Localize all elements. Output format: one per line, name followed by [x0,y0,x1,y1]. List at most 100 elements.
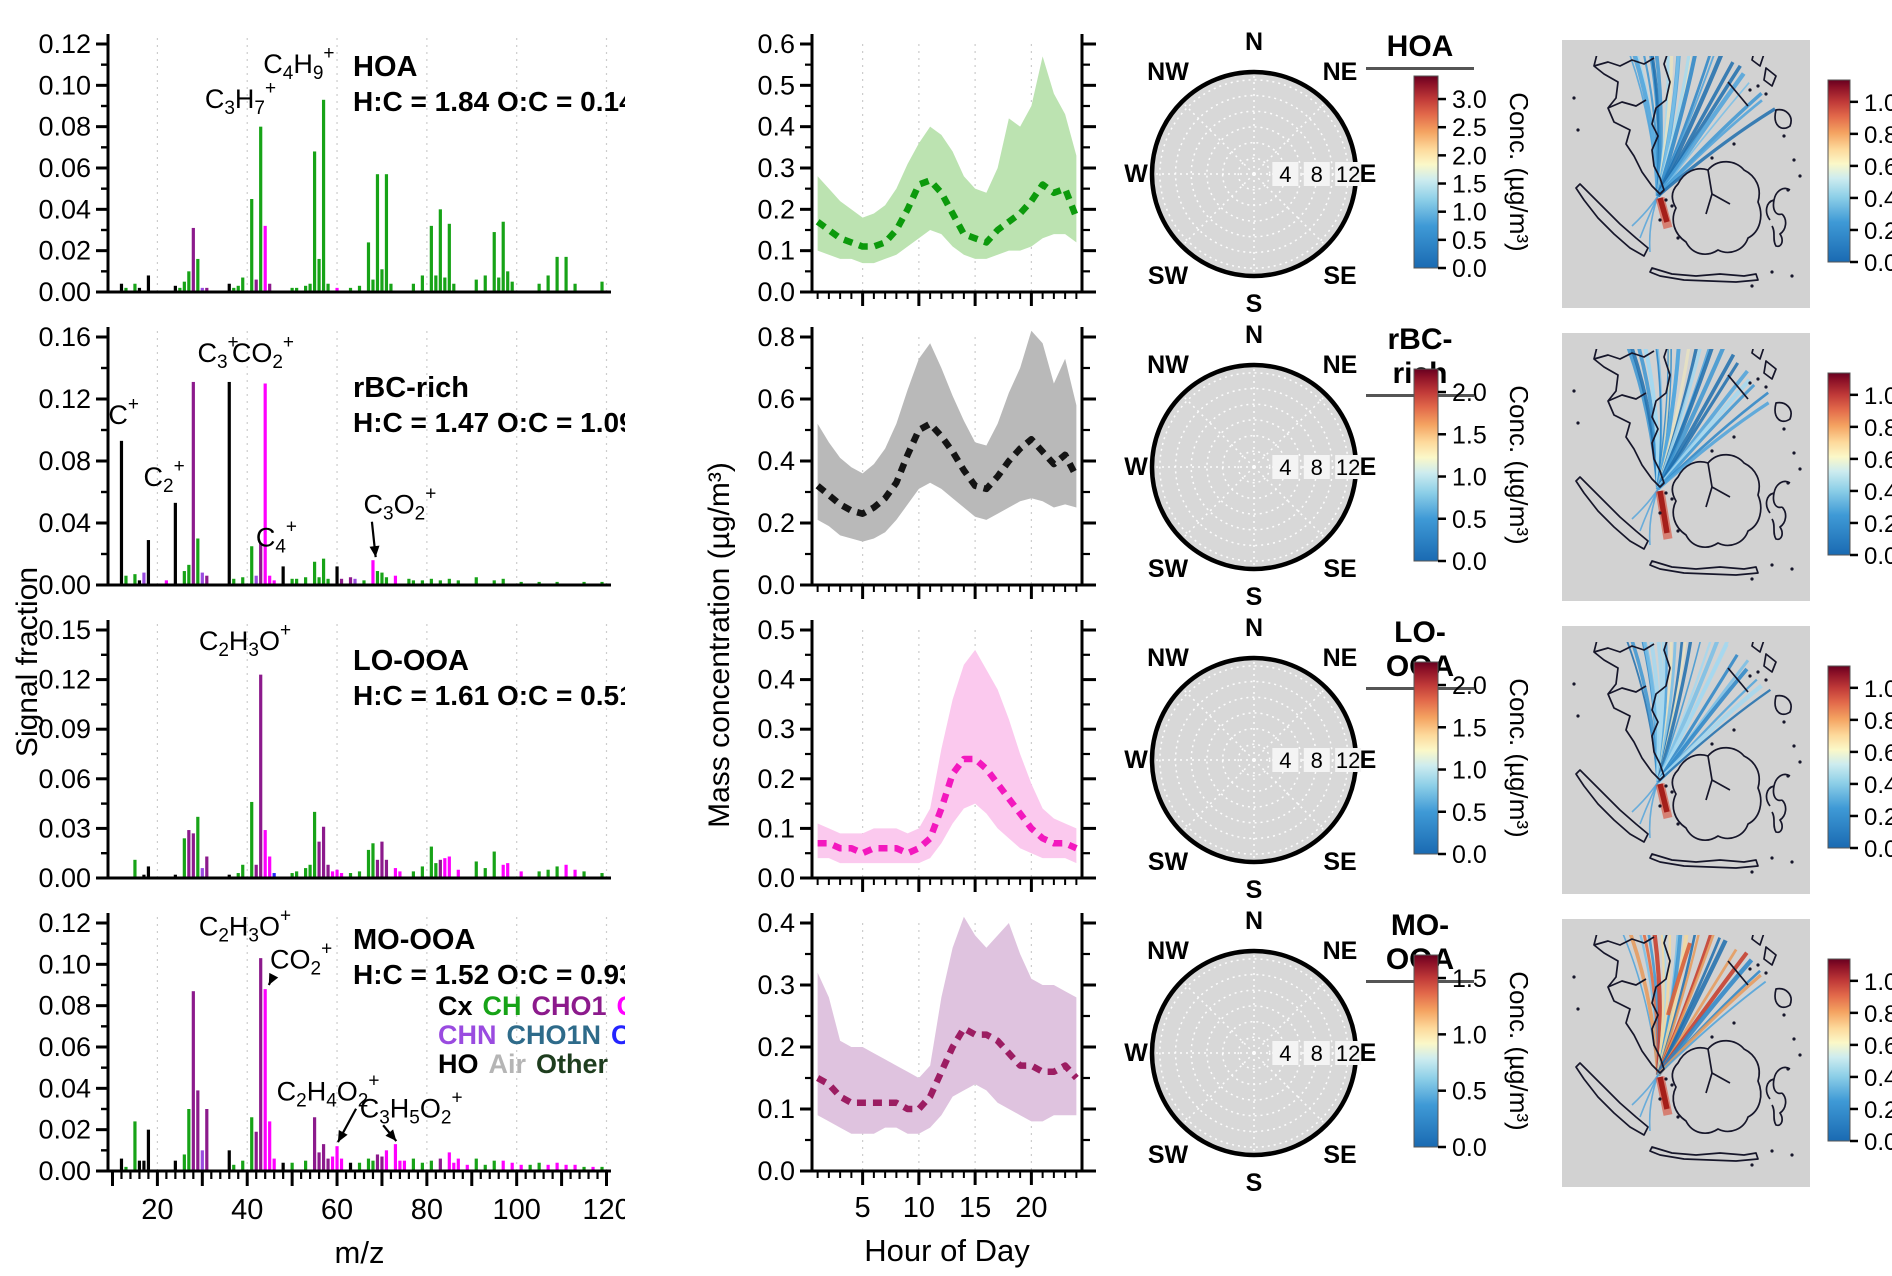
svg-text:S: S [1246,1169,1263,1197]
svg-text:8: 8 [1311,1041,1323,1066]
svg-text:H:C = 1.84 O:C = 0.14: H:C = 1.84 O:C = 0.14 [353,86,625,117]
svg-text:0.8: 0.8 [1864,708,1892,735]
svg-text:0.6: 0.6 [1864,154,1892,181]
svg-text:1.0: 1.0 [1452,199,1487,227]
svg-text:C3+: C3+ [197,332,238,373]
svg-text:20: 20 [1015,1192,1047,1224]
svg-text:SE: SE [1323,848,1356,876]
svg-text:LO-OOA: LO-OOA [353,645,469,677]
svg-text:0.6: 0.6 [1864,447,1892,474]
svg-text:4: 4 [1279,455,1291,480]
svg-text:0.0: 0.0 [757,277,795,307]
svg-text:120: 120 [582,1194,625,1226]
svg-text:12: 12 [1336,748,1360,773]
svg-text:12: 12 [1336,455,1360,480]
svg-text:Conc. (µg/m³): Conc. (µg/m³) [1504,385,1528,544]
svg-text:C2H3O+: C2H3O+ [199,905,291,946]
svg-text:0.2: 0.2 [1864,218,1892,245]
svg-text:C2H4O2+: C2H4O2+ [277,1071,380,1112]
mo-ooa-polar-colorbar: 1.5 1.0 0.5 0.0 Conc. (µg/m³) [1413,954,1528,1162]
svg-text:HOA: HOA [353,51,418,83]
svg-text:NE: NE [1323,58,1358,86]
hoa-diurnal-plot: 0.0 0.1 0.2 0.3 0.4 0.5 0.6 [757,29,1096,307]
svg-text:0.0: 0.0 [1452,1134,1487,1162]
hoa-polar-plot: 4 8 12 N NE E SE S SW W NW [1124,28,1377,318]
svg-text:0.5: 0.5 [1452,227,1487,255]
svg-text:0.0: 0.0 [1864,836,1892,863]
svg-text:0.5: 0.5 [1452,799,1487,827]
svg-text:0.12: 0.12 [38,29,91,59]
svg-text:0.2: 0.2 [757,194,795,224]
svg-text:W: W [1124,746,1148,774]
svg-text:0.4: 0.4 [1864,479,1892,506]
svg-text:0.8: 0.8 [1864,122,1892,149]
svg-text:0.00: 0.00 [38,1156,91,1186]
mo-ooa-map-colorbar: 1.0 0.8 0.6 0.4 0.2 0.0 [1827,958,1892,1156]
svg-text:1.5: 1.5 [1452,714,1487,742]
svg-text:NE: NE [1323,351,1358,379]
svg-text:2.0: 2.0 [1452,142,1487,170]
svg-text:C3H5O2+: C3H5O2+ [360,1087,463,1128]
svg-text:1.0: 1.0 [1452,464,1487,492]
svg-text:2.0: 2.0 [1452,379,1487,407]
svg-text:0.00: 0.00 [38,863,91,893]
svg-text:0.4: 0.4 [1864,1065,1892,1092]
svg-text:0.0: 0.0 [1864,1129,1892,1156]
svg-text:4: 4 [1279,748,1291,773]
svg-text:0.2: 0.2 [757,1032,795,1062]
svg-text:SE: SE [1323,262,1356,290]
svg-text:0.12: 0.12 [38,384,91,414]
svg-text:0.15: 0.15 [38,615,91,645]
svg-text:N: N [1245,28,1263,56]
svg-text:0.8: 0.8 [1864,1001,1892,1028]
svg-text:E: E [1360,160,1377,188]
svg-text:0.12: 0.12 [38,665,91,695]
hoa-trajectory-map [1562,40,1810,308]
svg-text:SW: SW [1148,555,1189,583]
svg-text:4: 4 [1279,162,1291,187]
mo-ooa-trajectory-map [1562,919,1810,1187]
svg-text:8: 8 [1311,455,1323,480]
svg-text:12: 12 [1336,1041,1360,1066]
svg-text:100: 100 [492,1194,540,1226]
svg-text:C4+: C4+ [256,516,297,557]
svg-text:0.8: 0.8 [757,322,795,352]
svg-text:0.06: 0.06 [38,764,91,794]
svg-text:0.0: 0.0 [757,570,795,600]
svg-text:0.6: 0.6 [1864,1033,1892,1060]
svg-text:S: S [1246,876,1263,904]
svg-text:N: N [1245,614,1263,642]
lo-ooa-diurnal-plot: 0.0 0.1 0.2 0.3 0.4 0.5 [757,615,1096,893]
svg-text:0.00: 0.00 [38,570,91,600]
svg-text:1.5: 1.5 [1452,421,1487,449]
diurnal-y-axis-title: Mass concentration (µg/m³) [703,462,736,828]
svg-text:0.1: 0.1 [757,813,795,843]
svg-text:8: 8 [1311,748,1323,773]
lo-ooa-map-colorbar: 1.0 0.8 0.6 0.4 0.2 0.0 [1827,665,1892,863]
svg-text:3.0: 3.0 [1452,86,1487,114]
svg-text:C3H7+: C3H7+ [205,78,276,119]
rbc-polar-colorbar: 2.0 1.5 1.0 0.5 0.0 Conc. (µg/m³) [1413,368,1528,576]
svg-text:E: E [1360,453,1377,481]
rbc-polar-plot: 4 8 12 N NE E SE S SW W NW [1124,321,1377,611]
lo-ooa-polar-colorbar: 2.0 1.5 1.0 0.5 0.0 Conc. (µg/m³) [1413,661,1528,869]
hoa-map-colorbar: 1.0 0.8 0.6 0.4 0.2 0.0 [1827,79,1892,277]
svg-text:0.2: 0.2 [1864,511,1892,538]
svg-text:C+: C+ [108,394,139,430]
svg-text:W: W [1124,160,1148,188]
svg-text:0.3: 0.3 [757,970,795,1000]
svg-text:1.0: 1.0 [1864,676,1892,703]
svg-text:H:C = 1.61 O:C = 0.51: H:C = 1.61 O:C = 0.51 [353,680,625,711]
svg-text:0.06: 0.06 [38,1032,91,1062]
svg-text:1.0: 1.0 [1864,969,1892,996]
svg-text:0.0: 0.0 [1452,548,1487,576]
svg-text:0.04: 0.04 [38,508,91,538]
svg-text:0.3: 0.3 [757,714,795,744]
mo-ooa-polar-plot: 4 8 12 N NE E SE S SW W NW [1124,907,1376,1197]
svg-text:S: S [1246,583,1263,611]
svg-text:SW: SW [1148,848,1189,876]
svg-text:SW: SW [1148,262,1189,290]
svg-text:NE: NE [1323,937,1358,965]
